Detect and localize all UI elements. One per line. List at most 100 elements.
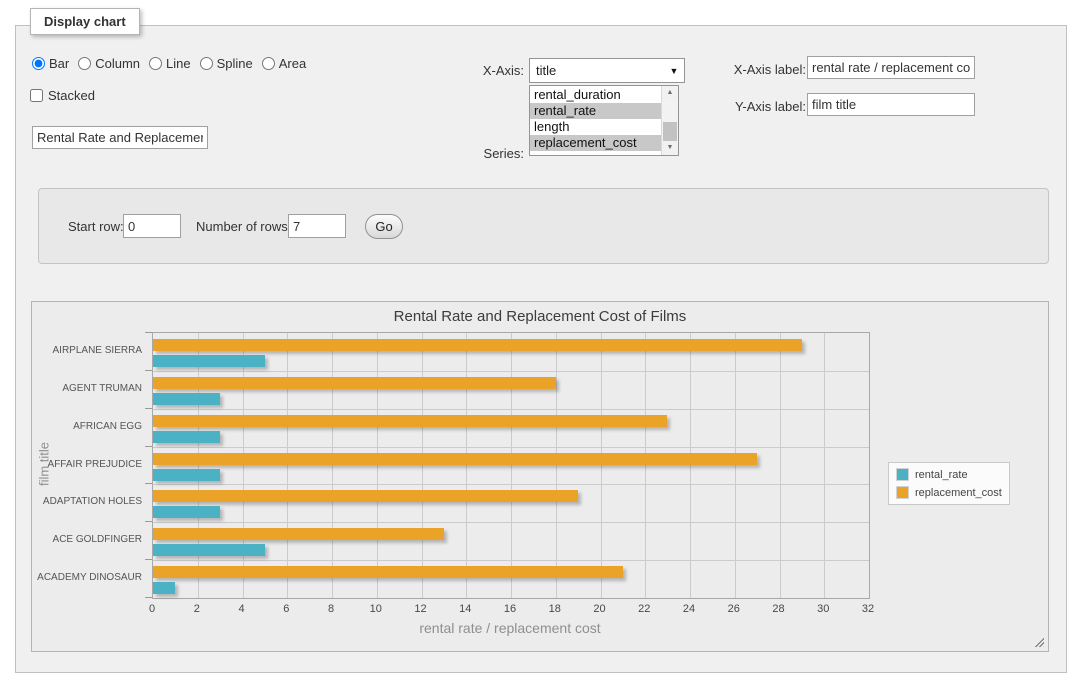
gridline-x-8 — [332, 333, 333, 598]
number-of-rows-input[interactable] — [288, 214, 346, 238]
gridline-y-6 — [153, 560, 869, 562]
gridline-x-4 — [242, 333, 244, 598]
chart-type-radio-bar[interactable] — [32, 57, 45, 70]
x-tick-label: 6 — [283, 603, 290, 615]
gridline-x-24 — [690, 333, 691, 598]
chart-type-option-line[interactable]: Line — [149, 56, 191, 71]
x-tick-label: 32 — [861, 603, 875, 615]
x-tick-label: 28 — [772, 603, 785, 615]
x-axis-select[interactable]: title ▼ — [529, 58, 685, 83]
gridline-x-18 — [555, 333, 557, 598]
gridline-x-6 — [287, 333, 289, 598]
y-tick-mark — [145, 559, 152, 561]
y-tick-mark — [145, 407, 152, 409]
x-tick-label: 0 — [148, 603, 156, 615]
legend-item-rental_rate: rental_rate — [896, 468, 1002, 481]
chart-type-option-column[interactable]: Column — [78, 56, 140, 71]
bar-replacement_cost-adaptation-holes — [153, 490, 578, 503]
y-tick-mark — [145, 445, 152, 447]
bar-replacement_cost-academy-dinosaur — [153, 566, 623, 579]
x-tick-label: 4 — [238, 603, 245, 615]
scrollbar-thumb[interactable] — [663, 122, 677, 144]
series-option-length[interactable]: length — [534, 119, 570, 134]
scroll-down-icon[interactable]: ▼ — [662, 141, 678, 155]
gridline-x-12 — [421, 333, 423, 598]
panel-title: Display chart — [30, 8, 140, 35]
y-axis-label-input[interactable] — [807, 93, 975, 116]
legend-item-replacement_cost: replacement_cost — [896, 486, 1002, 499]
gridline-x-22 — [645, 333, 647, 598]
chart-type-label-column: Column — [95, 56, 141, 71]
gridline-x-14 — [466, 333, 468, 598]
chart-type-radio-area[interactable] — [261, 57, 275, 70]
chart-type-radio-line[interactable] — [149, 57, 163, 70]
x-axis-label-input[interactable] — [807, 56, 975, 79]
bar-replacement_cost-african-egg — [153, 414, 668, 427]
bar-replacement_cost-affair-prejudice — [153, 452, 757, 465]
start-row-input[interactable] — [123, 214, 181, 238]
x-tick-label: 14 — [459, 603, 472, 615]
bar-rental_rate-ace-goldfinger — [153, 544, 265, 557]
row-range-box: Start row: Number of rows: Go — [38, 188, 1049, 264]
resize-handle-icon[interactable] — [1033, 636, 1044, 647]
x-tick-label: 16 — [503, 603, 517, 615]
gridline-x-30 — [824, 333, 826, 598]
chart-type-label-line: Line — [166, 56, 191, 71]
x-axis-label-field-label: X-Axis label: — [733, 62, 806, 77]
chart-type-option-spline[interactable]: Spline — [199, 56, 253, 71]
gridline-y-1 — [153, 370, 869, 372]
y-tick-label: AIRPLANE SIERRA — [52, 344, 142, 356]
gridline-x-10 — [376, 333, 378, 598]
gridline-x-28 — [779, 333, 781, 598]
x-tick-label: 18 — [548, 603, 561, 615]
bar-replacement_cost-airplane-sierra — [153, 339, 802, 351]
chart-container: Rental Rate and Replacement Cost of Film… — [31, 301, 1049, 652]
chart-legend: rental_rate replacement_cost — [888, 462, 1010, 505]
stacked-checkbox[interactable] — [30, 89, 43, 102]
chart-type-radio-spline[interactable] — [199, 57, 213, 70]
bar-rental_rate-affair-prejudice — [153, 468, 220, 481]
series-option-rental_duration[interactable]: rental_duration — [534, 87, 621, 102]
x-tick-label: 22 — [638, 603, 651, 615]
x-tick-label: 30 — [817, 603, 830, 615]
x-tick-label: 20 — [593, 603, 606, 615]
chart-type-radio-column[interactable] — [78, 57, 92, 70]
gridline-y-5 — [153, 522, 869, 524]
legend-swatch-rental_rate — [896, 468, 909, 481]
x-axis-title: rental rate / replacement cost — [419, 620, 601, 636]
series-option-rental_rate[interactable]: rental_rate — [530, 103, 661, 119]
bar-replacement_cost-agent-truman — [153, 376, 556, 389]
dropdown-arrow-icon: ▼ — [669, 65, 679, 76]
gridline-y-4 — [153, 484, 869, 486]
bar-rental_rate-airplane-sierra — [153, 355, 265, 367]
chart-title: Rental Rate and Replacement Cost of Film… — [393, 308, 687, 325]
gridline-x-26 — [734, 333, 736, 598]
series-scrollbar[interactable]: ▲ ▼ — [661, 86, 678, 155]
y-tick-mark — [145, 369, 152, 371]
chart-type-label-spline: Spline — [216, 56, 253, 71]
chart-type-label-area: Area — [278, 56, 307, 71]
chart-title-input[interactable] — [32, 126, 208, 149]
series-option-replacement_cost[interactable]: replacement_cost — [530, 135, 661, 151]
gridline-x-20 — [600, 333, 602, 598]
series-field-label: Series: — [483, 146, 524, 161]
legend-label-replacement_cost: replacement_cost — [915, 486, 1002, 499]
chart-type-option-area[interactable]: Area — [261, 56, 307, 71]
y-tick-label: AFRICAN EGG — [73, 420, 142, 432]
gridline-y-2 — [153, 408, 869, 410]
legend-swatch-replacement_cost — [896, 486, 909, 499]
chart-type-option-bar[interactable]: Bar — [32, 56, 69, 71]
gridline-x-2 — [197, 333, 199, 598]
go-button[interactable]: Go — [365, 214, 403, 239]
y-tick-label: AGENT TRUMAN — [62, 382, 142, 394]
stacked-checkbox-row[interactable]: Stacked — [30, 88, 95, 103]
y-tick-label: ACADEMY DINOSAUR — [37, 572, 142, 584]
chart-type-radio-group: Bar Column Line Spline Area — [32, 56, 306, 71]
x-tick-label: 24 — [682, 603, 696, 615]
scroll-up-icon[interactable]: ▲ — [662, 86, 678, 100]
y-tick-mark — [145, 483, 152, 485]
gridline-y-3 — [153, 446, 869, 448]
x-tick-label: 12 — [414, 603, 427, 615]
series-multiselect[interactable]: rental_duration rental_rate length replacem… — [529, 85, 679, 156]
